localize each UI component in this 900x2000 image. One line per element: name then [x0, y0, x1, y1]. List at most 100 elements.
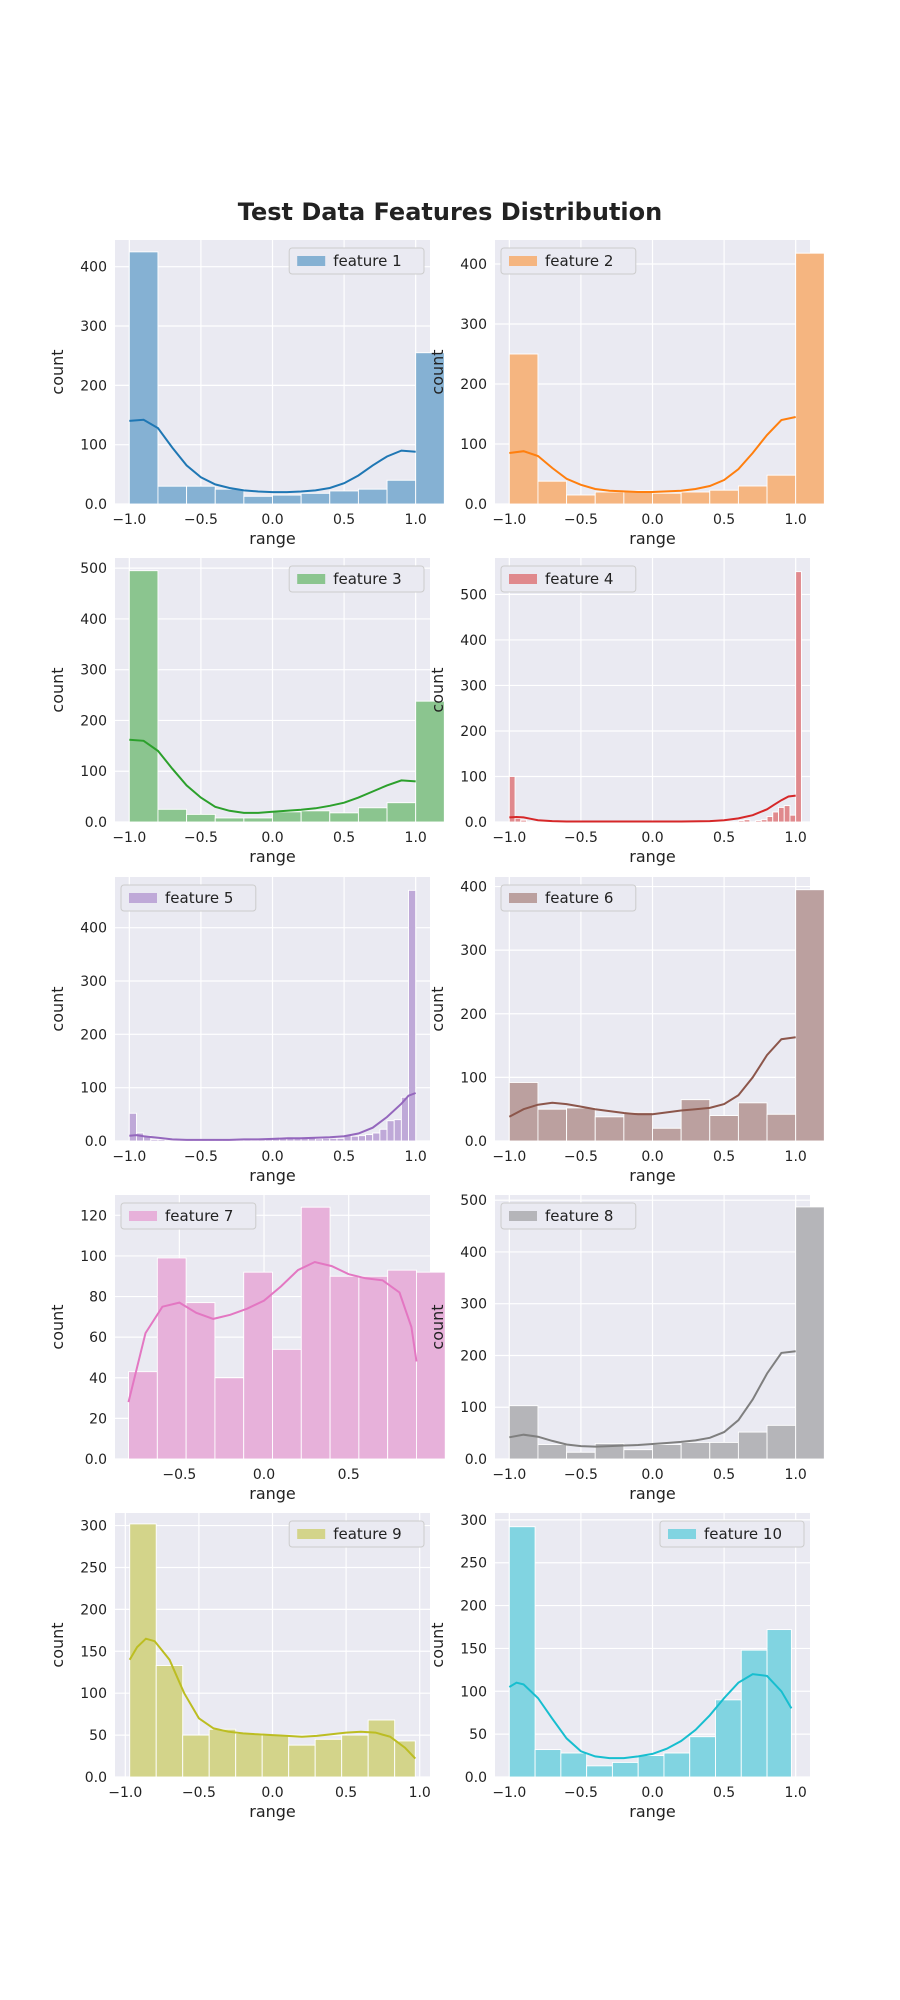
histogram-bar [594, 491, 625, 505]
y-tick-label: 200 [460, 1348, 487, 1364]
legend-frame [500, 565, 637, 593]
histogram-bar [709, 1441, 739, 1460]
histogram-bar [186, 813, 216, 823]
histogram-bar [357, 488, 388, 505]
legend: feature 6 [500, 884, 637, 912]
x-tick-label: 1.0 [785, 1149, 807, 1165]
y-tick-label: 50 [89, 1728, 107, 1744]
kde-line [127, 1260, 418, 1403]
histogram-bar [715, 1699, 742, 1778]
y-tick-label: 200 [80, 1027, 107, 1043]
histogram-bar [520, 819, 527, 823]
y-tick-label: 100 [460, 437, 487, 453]
x-tick-label: −0.5 [564, 830, 598, 846]
x-tick-label: 1.0 [405, 830, 427, 846]
y-tick-label: 400 [460, 1245, 487, 1261]
y-tick-label: 400 [80, 921, 107, 937]
histogram-bar [652, 1444, 682, 1460]
y-tick-label: 100 [80, 764, 107, 780]
x-tick-label: 1.0 [409, 1785, 431, 1801]
kde-line [509, 416, 796, 493]
legend-label: feature 4 [545, 570, 613, 588]
x-tick-label: −0.5 [182, 1785, 216, 1801]
y-tick-label: 150 [460, 1641, 487, 1657]
x-tick-label: 0.5 [713, 1467, 735, 1483]
histogram-bar [379, 1128, 388, 1142]
histogram-bar [623, 1111, 653, 1142]
x-tick-label: 0.5 [333, 512, 355, 528]
x-tick-label: 0.0 [261, 1785, 283, 1801]
histogram-bar [783, 805, 791, 823]
x-tick-label: 0.0 [261, 512, 283, 528]
y-tick-label: 0.0 [85, 1770, 107, 1786]
histogram-bar [772, 811, 779, 823]
y-tick-label: 500 [80, 561, 107, 577]
subplot-3: −1.0 −0.5 0.0 0.5 1.0 0.0 100 200 300 400 500 range… [48, 558, 445, 866]
subplot-1: −1.0 −0.5 0.0 0.5 1.0 0.0 100 200 300 400 range cou… [48, 240, 445, 548]
histogram-bar [737, 1431, 768, 1460]
y-tick-label: 20 [89, 1411, 107, 1427]
legend-swatch [297, 574, 326, 584]
histogram-bar [689, 1736, 716, 1778]
x-tick-label: 1.0 [785, 1785, 807, 1801]
histogram-bar [740, 1649, 768, 1778]
histogram-bar [766, 474, 797, 505]
histogram-bar [322, 1137, 331, 1142]
x-tick-label: 0.0 [641, 1149, 663, 1165]
kde-line [508, 1673, 793, 1760]
legend-swatch [129, 1211, 157, 1221]
histogram-bar [737, 820, 745, 823]
histogram-bar [766, 1424, 797, 1460]
histogram-bar [288, 1744, 316, 1778]
legend-swatch [509, 1211, 537, 1221]
x-tick-label: 1.0 [405, 1149, 427, 1165]
y-tick-label: 400 [80, 260, 107, 276]
legend-frame [659, 1520, 805, 1548]
x-tick-label: 1.0 [785, 830, 807, 846]
x-tick-label: −0.5 [564, 1149, 598, 1165]
x-tick-label: −0.5 [564, 1785, 598, 1801]
histogram-bar [566, 1451, 596, 1460]
y-tick-label: 400 [460, 880, 487, 896]
y-tick-label: 300 [80, 974, 107, 990]
histogram-bar [357, 1135, 367, 1142]
histogram-bar [408, 889, 417, 1142]
y-tick-label: 500 [460, 587, 487, 603]
x-tick-label: 0.5 [713, 512, 735, 528]
y-tick-label: 100 [460, 1070, 487, 1086]
x-axis-label: range [629, 1166, 676, 1185]
kde-line [508, 1036, 796, 1118]
x-axis-label: range [629, 529, 676, 548]
y-axis-label: count [428, 1622, 447, 1667]
y-tick-label: 200 [80, 1602, 107, 1618]
x-tick-label: 0.5 [338, 1467, 360, 1483]
legend-label: feature 6 [545, 889, 613, 907]
y-tick-label: 0.0 [465, 1770, 487, 1786]
subplot-10: −1.0 −0.5 0.0 0.5 1.0 0.0 50 100 150 200 250 300 ran… [428, 1513, 810, 1821]
y-tick-label: 50 [469, 1727, 487, 1743]
histogram-bar [795, 571, 802, 823]
x-tick-label: −0.5 [564, 1467, 598, 1483]
histogram-bar [637, 1755, 665, 1778]
histogram-bar [329, 812, 359, 823]
histogram-bar [358, 1275, 389, 1460]
x-tick-label: 0.5 [335, 1785, 357, 1801]
y-tick-label: 400 [460, 633, 487, 649]
y-tick-label: 0.0 [465, 497, 487, 513]
x-axis-label: range [249, 1802, 296, 1821]
histogram-bar [235, 1732, 263, 1778]
histogram-bar [350, 1135, 359, 1142]
histogram-bar [534, 1749, 562, 1778]
histogram-bar [386, 479, 417, 505]
y-tick-label: 100 [460, 1684, 487, 1700]
kde-line [129, 1092, 417, 1141]
histogram-bar [300, 1206, 331, 1460]
x-tick-label: −1.0 [492, 1785, 526, 1801]
y-tick-label: 100 [80, 1249, 107, 1265]
legend-frame [120, 884, 257, 912]
histogram-bar [566, 494, 596, 505]
histogram-bar [514, 817, 522, 823]
legend-swatch [297, 1529, 326, 1539]
histogram-bar [508, 776, 516, 823]
